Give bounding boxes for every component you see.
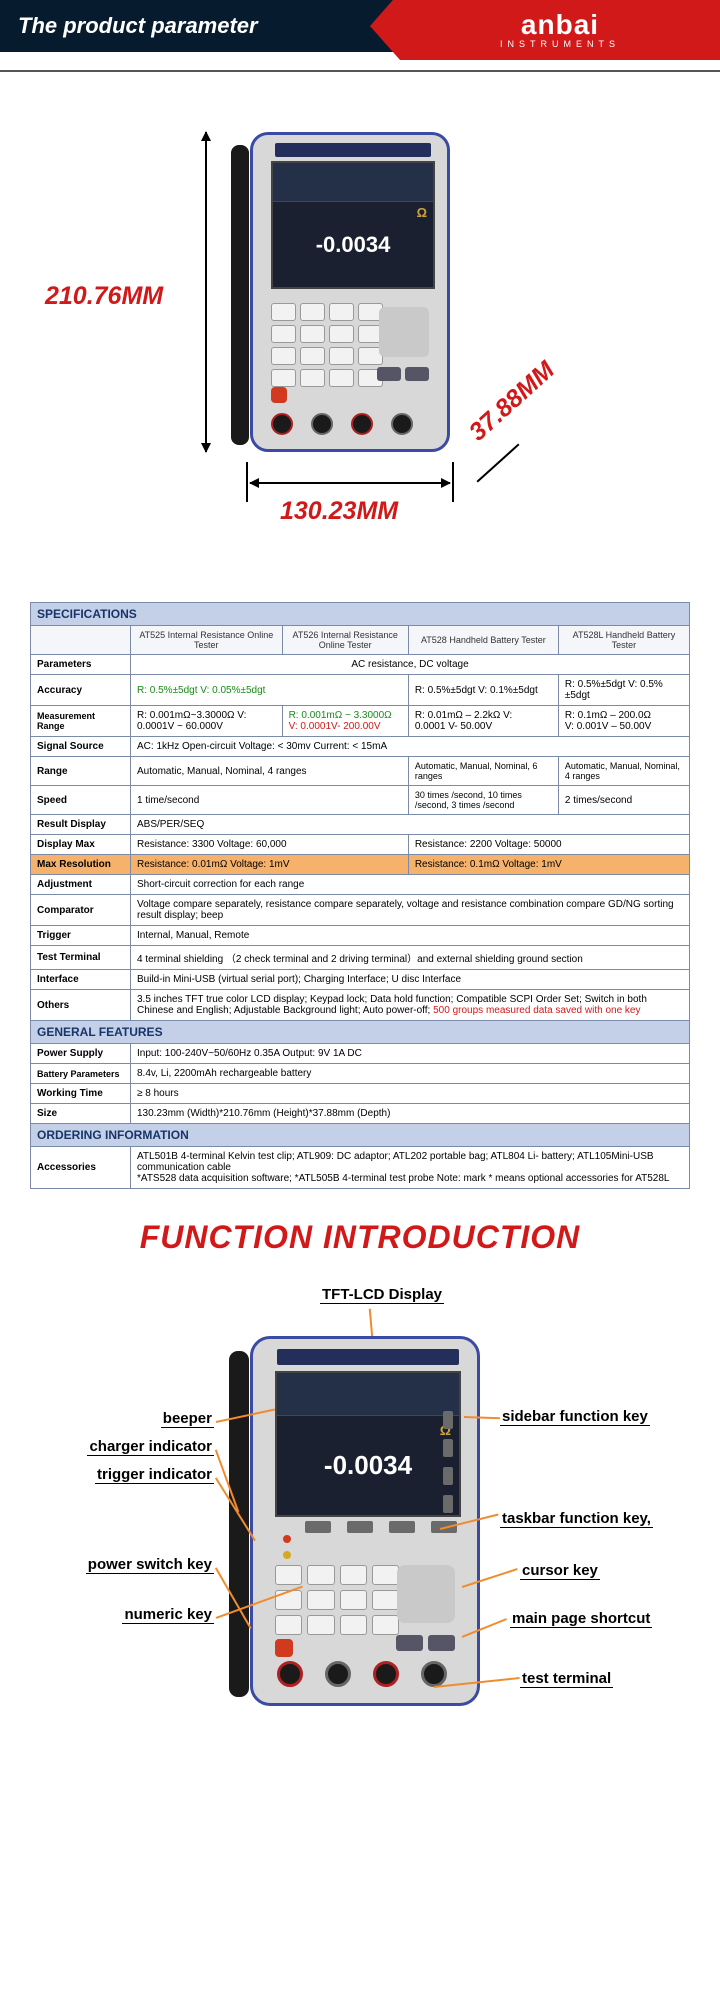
row-range: Range xyxy=(31,757,131,786)
dimension-diagram: 210.76MM -0.0034 Ω 130.23MM 37.88MM xyxy=(40,102,680,582)
brand-logo: anbai INSTRUMENTS xyxy=(400,0,720,60)
row-max-resolution: Max Resolution xyxy=(31,855,131,875)
row-adjustment: Adjustment xyxy=(31,875,131,895)
col-header-2: AT526 Internal Resistance Online Tester xyxy=(282,626,408,655)
dpad xyxy=(379,307,429,357)
height-label: 210.76MM xyxy=(45,282,163,311)
screen-value-large: -0.0034 xyxy=(324,1450,412,1481)
callout-trigger: trigger indicator xyxy=(60,1466,214,1483)
col-header-1: AT525 Internal Resistance Online Tester xyxy=(131,626,283,655)
header-divider xyxy=(0,70,720,72)
section-specifications: SPECIFICATIONS xyxy=(31,603,690,626)
row-battery: Battery Parameters xyxy=(31,1064,131,1084)
section-general-features: GENERAL FEATURES xyxy=(31,1021,690,1044)
row-result-display: Result Display xyxy=(31,815,131,835)
height-dimension-line xyxy=(205,132,207,452)
callout-tft: TFT-LCD Display xyxy=(320,1286,444,1303)
section-ordering: ORDERING INFORMATION xyxy=(31,1124,690,1147)
callout-beeper: beeper xyxy=(128,1410,214,1427)
power-button xyxy=(271,387,287,403)
callout-sidebar: sidebar function key xyxy=(500,1408,700,1425)
width-label: 130.23MM xyxy=(280,497,398,526)
callout-charger: charger indicator xyxy=(54,1438,214,1455)
col-header-4: AT528L Handheld Battery Tester xyxy=(558,626,689,655)
callout-power: power switch key xyxy=(40,1556,214,1573)
device-screen: -0.0034 Ω xyxy=(271,161,435,289)
width-dimension-line xyxy=(250,482,450,484)
row-working-time: Working Time xyxy=(31,1084,131,1104)
callout-test: test terminal xyxy=(520,1670,680,1687)
logo-subtext: INSTRUMENTS xyxy=(500,39,620,49)
row-accuracy: Accuracy xyxy=(31,675,131,706)
device-illustration: -0.0034 Ω xyxy=(250,132,450,452)
row-size: Size xyxy=(31,1104,131,1124)
test-jacks xyxy=(271,413,413,435)
row-display-max: Display Max xyxy=(31,835,131,855)
col-header-3: AT528 Handheld Battery Tester xyxy=(408,626,558,655)
logo-text: anbai xyxy=(521,9,599,41)
row-trigger: Trigger xyxy=(31,926,131,946)
shortcut-buttons xyxy=(377,367,429,381)
row-power-supply: Power Supply xyxy=(31,1044,131,1064)
device-brand-strip xyxy=(275,143,431,157)
strap xyxy=(231,145,249,445)
row-interface: Interface xyxy=(31,970,131,990)
row-speed: Speed xyxy=(31,786,131,815)
function-intro-title: FUNCTION INTRODUCTION xyxy=(0,1219,720,1256)
row-signal-source: Signal Source xyxy=(31,737,131,757)
row-test-terminal: Test Terminal xyxy=(31,946,131,970)
depth-label: 37.88MM xyxy=(464,356,561,447)
device-illustration-large: -0.0034Ω xyxy=(250,1336,480,1706)
callout-numeric: numeric key xyxy=(84,1606,214,1623)
screen-unit: Ω xyxy=(417,205,427,220)
screen-value: -0.0034 xyxy=(316,232,391,258)
header-banner: The product parameter anbai INSTRUMENTS xyxy=(0,0,720,52)
callout-main: main page shortcut xyxy=(510,1610,710,1627)
callout-cursor: cursor key xyxy=(520,1562,660,1579)
row-measurement-range: Measurement Range xyxy=(31,706,131,737)
row-parameters: Parameters xyxy=(31,655,131,675)
header-title: The product parameter xyxy=(0,13,258,39)
function-diagram: TFT-LCD Display -0.0034Ω beeper charger … xyxy=(20,1266,700,1826)
row-others: Others xyxy=(31,990,131,1021)
spec-table: SPECIFICATIONS AT525 Internal Resistance… xyxy=(30,602,690,1189)
keypad xyxy=(271,303,383,387)
callout-taskbar: taskbar function key, xyxy=(500,1510,710,1527)
row-comparator: Comparator xyxy=(31,895,131,926)
row-accessories: Accessories xyxy=(31,1147,131,1189)
depth-dimension-line xyxy=(477,444,520,483)
